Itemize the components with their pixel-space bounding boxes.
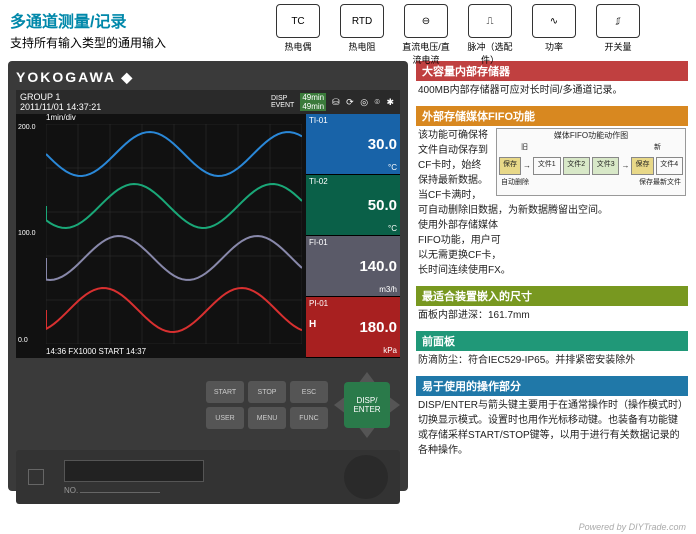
channel-value: 140.0 [309, 258, 397, 275]
trend-plot: 200.0 100.0 0.0 1min/div 14:36 FX1000 ST… [16, 114, 306, 358]
section-body: 媒体FIFO功能动作图 旧新 保存→文件1文件2文件3→保存文件4 自动删除保存… [416, 126, 688, 280]
channel-value: 30.0 [309, 136, 397, 153]
channel-value: H180.0 [309, 319, 397, 336]
section-body: 400MB内部存储器可应对长时间/多通道记录。 [416, 81, 688, 100]
disp-event-label: DISPEVENT [271, 95, 294, 109]
input-type-icon: ⎎ [596, 4, 640, 38]
duration-2: 49min [300, 102, 326, 111]
fifo-diagram: 媒体FIFO功能动作图 旧新 保存→文件1文件2文件3→保存文件4 自动删除保存… [496, 128, 686, 196]
channel-unit: kPa [309, 346, 397, 355]
cf-slot-area: NO. [16, 450, 400, 504]
section-body: 防滴防尘：符合IEC529-IP65。并排紧密安装除外 [416, 351, 688, 370]
section-body: DISP/ENTER与箭头键主要用于在通常操作时（操作模式时）切换显示模式。设置… [416, 396, 688, 460]
device-panel: YOKOGAWA ◆ GROUP 1 2011/11/01 14:37:21 D… [8, 61, 408, 491]
screen-header: GROUP 1 2011/11/01 14:37:21 DISPEVENT 49… [16, 90, 400, 114]
input-type-icon: RTD [340, 4, 384, 38]
menu-button[interactable]: MENU [248, 407, 286, 429]
time-scale: 1min/div [46, 113, 76, 122]
input-type-icons: TC热电偶RTD热电阻⊖直流电压/直流电流⎍脉冲（选配件）∿功率⎎开关量 [270, 4, 646, 66]
group-label: GROUP 1 [20, 92, 101, 102]
section-header: 最适合装置嵌入的尺寸 [416, 286, 688, 306]
channel-tag: FI-01 [309, 238, 397, 247]
channel-unit: m3/h [309, 285, 397, 294]
input-type-label: 开关量 [604, 40, 631, 62]
input-type-label: 功率 [545, 40, 563, 62]
channel-value: 50.0 [309, 197, 397, 214]
knob[interactable] [344, 455, 388, 499]
channel-tag: TI-01 [309, 116, 397, 125]
status-icons: ⛁ ⟳ ◎ ⌾ ✱ [332, 97, 396, 108]
control-buttons: START STOP ESC USER MENU FUNC DISP/ENTER [16, 366, 400, 444]
time-label: 14:37:21 [66, 102, 101, 112]
input-type-label: 热电阻 [348, 40, 375, 62]
plot-footer: 14:36 FX1000 START 14:37 [46, 347, 146, 356]
yaxis-bot: 0.0 [18, 337, 28, 344]
input-type-label: 脉冲（选配件） [462, 40, 518, 66]
device-screen: GROUP 1 2011/11/01 14:37:21 DISPEVENT 49… [16, 90, 400, 358]
section-header: 外部存储媒体FIFO功能 [416, 106, 688, 126]
slot-no-label: NO. [64, 486, 78, 495]
func-button[interactable]: FUNC [290, 407, 328, 429]
channel-readouts: TI-01 30.0 °C TI-02 50.0 °C FI-01 140.0 m3/h PI-0… [306, 114, 400, 358]
channel-unit: °C [309, 224, 397, 233]
yaxis-top: 200.0 [18, 124, 36, 131]
brand-logo: YOKOGAWA ◆ [16, 69, 400, 86]
enter-button[interactable]: DISP/ENTER [344, 382, 390, 428]
user-button[interactable]: USER [206, 407, 244, 429]
esc-button[interactable]: ESC [290, 381, 328, 403]
channel-unit: °C [309, 163, 397, 172]
section-header: 易于使用的操作部分 [416, 376, 688, 396]
input-type-icon: TC [276, 4, 320, 38]
stop-button[interactable]: STOP [248, 381, 286, 403]
section-header: 前面板 [416, 331, 688, 351]
yaxis-mid: 100.0 [18, 230, 36, 237]
eject-button[interactable] [28, 469, 44, 485]
page-footer: Powered by DIYTrade.com [579, 522, 686, 532]
cf-card-slot[interactable] [64, 460, 204, 482]
input-type-icon: ⊖ [404, 4, 448, 38]
section-body: 面板内部进深：161.7mm [416, 306, 688, 325]
waveform-svg [46, 124, 302, 344]
input-type-icon: ⎍ [468, 4, 512, 38]
input-type-label: 热电偶 [284, 40, 311, 62]
date-label: 2011/11/01 [20, 102, 64, 112]
input-type-icon: ∿ [532, 4, 576, 38]
feature-sections: 大容量内部存储器400MB内部存储器可应对长时间/多通道记录。外部存储媒体FIF… [416, 61, 688, 491]
duration-1: 49min [300, 93, 326, 102]
channel-tag: TI-02 [309, 177, 397, 186]
channel-tag: PI-01 [309, 299, 397, 308]
start-button[interactable]: START [206, 381, 244, 403]
